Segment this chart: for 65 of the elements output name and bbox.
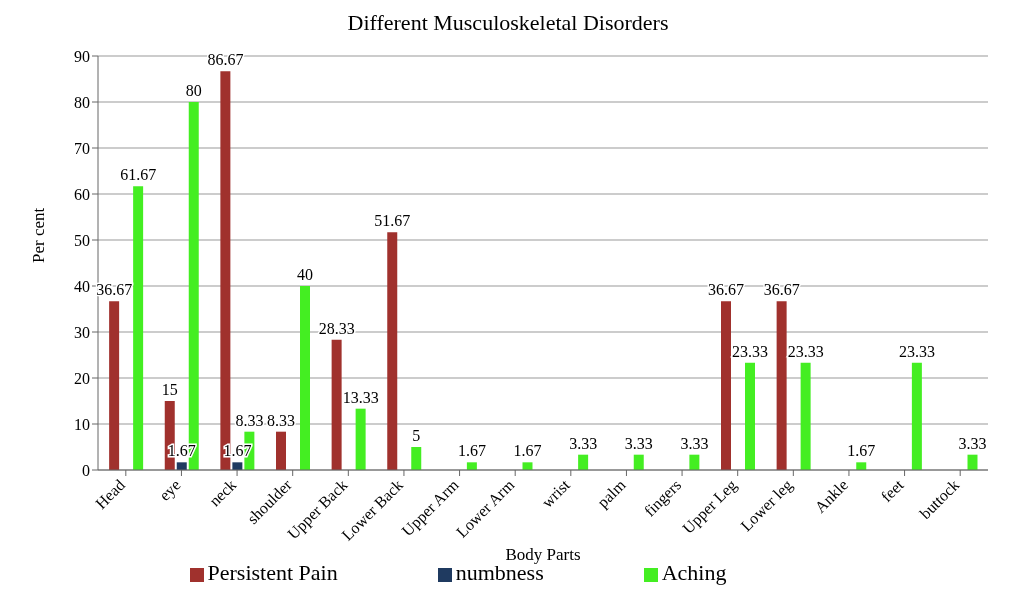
data-label: 23.33 (787, 342, 824, 360)
bar (800, 362, 811, 470)
data-label: 3.33 (680, 434, 709, 452)
bar (331, 339, 342, 470)
y-tick-label: 60 (74, 185, 90, 203)
y-tick-label: 40 (74, 277, 90, 295)
bar (387, 232, 398, 470)
data-label: 8.33 (235, 411, 264, 429)
bar (466, 462, 477, 470)
data-label: 3.33 (569, 434, 598, 452)
bar (745, 362, 755, 470)
data-label: 3.33 (624, 434, 653, 452)
data-label: 3.33 (958, 434, 987, 452)
bar (133, 186, 144, 470)
data-label: 8.33 (267, 411, 295, 429)
data-label: 23.33 (732, 342, 768, 360)
y-tick-label: 30 (74, 323, 90, 341)
y-tick-label: 0 (82, 461, 90, 479)
bar (967, 454, 978, 470)
bar (689, 454, 700, 470)
legend-label: Aching (661, 560, 727, 585)
data-label: 13.33 (342, 388, 379, 406)
bar (300, 286, 310, 470)
x-tick-label: wrist (538, 475, 574, 511)
y-tick-label: 80 (74, 93, 90, 111)
bar (776, 301, 787, 470)
bar (276, 431, 286, 470)
bar (633, 454, 644, 470)
y-tick-label: 10 (74, 415, 90, 433)
y-tick-label: 70 (74, 139, 90, 157)
data-label: 86.67 (207, 51, 244, 69)
y-tick-label: 90 (74, 47, 90, 65)
y-tick-label: 50 (74, 231, 90, 249)
legend-label: Persistent Pain (207, 560, 338, 585)
y-axis-title: Per cent (29, 207, 49, 263)
bar (232, 462, 243, 470)
bar (911, 362, 922, 470)
data-label: 51.67 (374, 212, 411, 230)
bar (578, 454, 589, 470)
data-label: 40 (297, 266, 313, 283)
bar (176, 462, 187, 470)
y-tick-label: 20 (74, 369, 90, 387)
data-label: 36.67 (763, 281, 800, 299)
data-label: 23.33 (898, 342, 935, 360)
data-label: 36.67 (708, 281, 744, 299)
data-label: 15 (161, 381, 178, 398)
data-label: 1.67 (847, 442, 876, 460)
data-label: 5 (412, 427, 421, 444)
x-tick-label: eye (155, 476, 185, 505)
data-label: 36.67 (96, 281, 133, 299)
x-tick-label: neck (205, 476, 240, 510)
bar (109, 301, 120, 470)
data-label: 61.67 (120, 166, 157, 184)
data-label: 1.67 (513, 442, 542, 460)
data-label: 80 (185, 82, 202, 99)
bar (411, 447, 422, 470)
chart-title: Different Musculoskeletal Disorders (346, 10, 670, 36)
x-axis-title: Body Parts (505, 545, 581, 564)
data-label: 1.67 (457, 442, 486, 460)
x-tick-label: feet (877, 475, 908, 506)
bar (856, 462, 867, 470)
bar (522, 462, 533, 470)
bar (355, 408, 366, 470)
data-label: 28.33 (318, 319, 355, 337)
bar (721, 301, 731, 470)
